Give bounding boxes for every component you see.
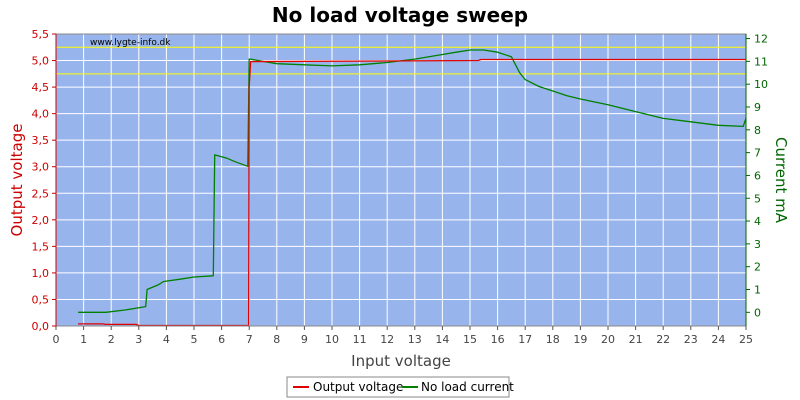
y-left-tick-label: 1,5 [32, 240, 50, 253]
y-right-tick-label: 9 [754, 101, 761, 114]
x-tick-label: 23 [684, 333, 698, 346]
y-left-tick-label: 1,0 [32, 267, 50, 280]
y-left-tick-label: 5,5 [32, 28, 50, 41]
y-right-tick-label: 12 [754, 33, 768, 46]
y-left-tick-label: 5,0 [32, 55, 50, 68]
y-right-tick-label: 6 [754, 169, 761, 182]
legend-label-output-voltage: Output voltage [313, 380, 403, 394]
legend-label-no-load-current: No load current [421, 380, 514, 394]
y-left-tick-label: 4,0 [32, 108, 50, 121]
y-right-axis-title: Current mA [772, 137, 790, 224]
x-axis-ticks: 0 1 2 3 4 5 6 7 8 9 10 11 12 13 14 15 16 17 18 19 20 21 22 23 24… [53, 326, 753, 346]
x-tick-label: 20 [601, 333, 615, 346]
x-tick-label: 13 [408, 333, 422, 346]
x-tick-label: 18 [546, 333, 560, 346]
y-left-tick-label: 3,5 [32, 134, 50, 147]
x-tick-label: 15 [463, 333, 477, 346]
y-right-tick-label: 2 [754, 261, 761, 274]
x-tick-label: 11 [353, 333, 367, 346]
y-right-tick-label: 8 [754, 124, 761, 137]
x-tick-label: 22 [656, 333, 670, 346]
x-tick-label: 2 [108, 333, 115, 346]
x-axis-title: Input voltage [351, 352, 451, 370]
y-left-axis-title: Output voltage [8, 124, 26, 237]
x-tick-label: 9 [301, 333, 308, 346]
y-left-axis-ticks: 0,0 0,5 1,0 1,5 2,0 2,5 3,0 3,5 4,0 4,5 5,0 5,5 [32, 28, 57, 333]
x-tick-label: 19 [573, 333, 587, 346]
y-right-tick-label: 5 [754, 192, 761, 205]
x-tick-label: 0 [53, 333, 60, 346]
y-left-tick-label: 0,0 [32, 320, 50, 333]
x-tick-label: 24 [711, 333, 725, 346]
y-right-tick-label: 4 [754, 215, 761, 228]
x-tick-label: 1 [80, 333, 87, 346]
y-right-tick-label: 7 [754, 147, 761, 160]
y-right-tick-label: 10 [754, 78, 768, 91]
x-tick-label: 17 [518, 333, 532, 346]
reference-lines [56, 46, 746, 75]
y-right-tick-label: 11 [754, 55, 768, 68]
x-tick-label: 3 [135, 333, 142, 346]
x-tick-label: 16 [491, 333, 505, 346]
plot-area [56, 34, 746, 326]
watermark: www.lygte-info.dk [90, 38, 171, 48]
y-left-tick-label: 2,5 [32, 187, 50, 200]
x-tick-label: 7 [246, 333, 253, 346]
legend-box [286, 376, 510, 398]
x-tick-label: 21 [629, 333, 643, 346]
y-right-tick-label: 0 [754, 306, 761, 319]
y-left-tick-label: 3,0 [32, 161, 50, 174]
x-tick-label: 4 [163, 333, 170, 346]
x-tick-label: 8 [273, 333, 280, 346]
y-right-tick-label: 1 [754, 284, 761, 297]
legend: Output voltage No load current [286, 376, 514, 398]
y-left-tick-label: 0,5 [32, 293, 50, 306]
x-tick-label: 10 [325, 333, 339, 346]
y-left-tick-label: 2,0 [32, 214, 50, 227]
x-tick-label: 25 [739, 333, 753, 346]
y-right-tick-label: 3 [754, 238, 761, 251]
x-tick-label: 14 [435, 333, 449, 346]
x-tick-label: 5 [191, 333, 198, 346]
x-tick-label: 6 [218, 333, 225, 346]
x-tick-label: 12 [380, 333, 394, 346]
series-no-load-current-line [78, 49, 747, 313]
chart-title: No load voltage sweep [272, 3, 528, 27]
y-left-tick-label: 4,5 [32, 81, 50, 94]
